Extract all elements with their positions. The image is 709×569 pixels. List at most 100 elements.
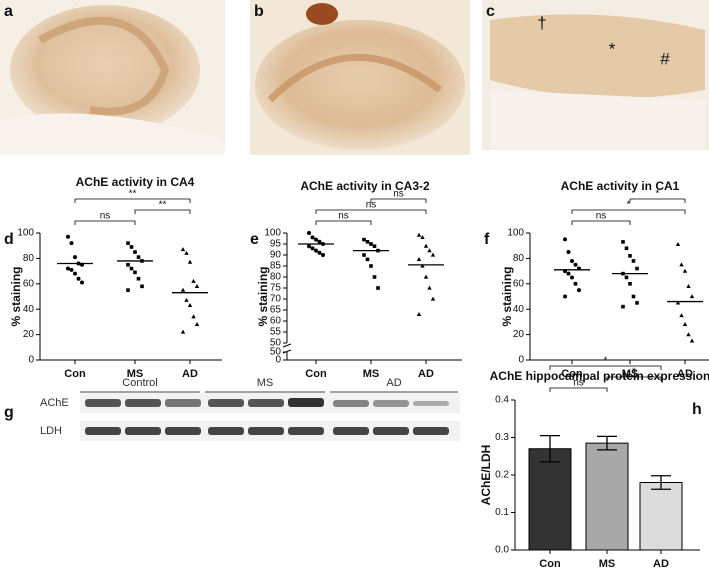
chart-title: AChE activity in CA1: [561, 179, 680, 193]
y-tick-label: 85: [270, 261, 282, 272]
error-bar: [651, 475, 671, 490]
significance-bracket: [549, 365, 662, 370]
data-point: [416, 312, 422, 316]
data-point: [365, 257, 370, 262]
y-tick-label: 55: [270, 327, 282, 338]
data-point: [69, 267, 74, 272]
y-tick-label: 0: [518, 355, 524, 366]
data-point: [563, 294, 567, 299]
y-axis-label: % staining: [9, 266, 23, 326]
data-point: [570, 258, 574, 263]
data-point: [635, 266, 639, 271]
blot-group: MS: [257, 377, 274, 389]
data-point: [624, 246, 629, 251]
significance-bracket: [571, 209, 686, 214]
data-point: [133, 250, 137, 254]
data-point: [129, 266, 134, 271]
x-tick-label: MS: [363, 368, 380, 380]
data-point: [563, 237, 567, 242]
bar: [639, 482, 683, 551]
image-annotation: *: [609, 39, 616, 58]
significance-bracket: [315, 209, 427, 214]
y-tick-label: 40: [513, 304, 525, 315]
data-point: [430, 252, 436, 257]
data-point: [628, 282, 632, 286]
significance-bracket: [571, 220, 631, 225]
x-tick-label: AD: [182, 368, 198, 380]
y-tick-label: 20: [23, 329, 35, 340]
y-tick-label: 80: [513, 253, 525, 264]
data-point: [314, 237, 318, 242]
significance-label: *: [604, 356, 608, 367]
data-point: [628, 254, 632, 258]
data-point: [577, 288, 581, 293]
y-tick-label: 0: [28, 355, 34, 366]
data-point: [365, 240, 370, 244]
panel-label: c: [486, 3, 495, 20]
data-point: [76, 276, 81, 281]
data-point: [675, 300, 681, 305]
data-point: [423, 274, 429, 279]
y-tick-label: 100: [17, 228, 34, 239]
y-tick-label: 80: [270, 272, 282, 283]
y-tick-label: 0.3: [495, 432, 509, 443]
data-point: [180, 287, 186, 292]
data-point: [136, 255, 141, 259]
data-point: [317, 239, 322, 244]
data-point: [635, 301, 639, 305]
data-point: [321, 253, 325, 257]
y-tick-label: 60: [513, 278, 525, 289]
significance-label: ns: [596, 211, 607, 222]
bar: [528, 448, 572, 551]
significance-bracket: [606, 376, 662, 381]
data-point: [66, 266, 70, 271]
chart-title: AChE activity in CA3-2: [300, 179, 430, 193]
data-point: [184, 250, 189, 255]
x-tick-label: AD: [418, 368, 434, 380]
axis-break: [282, 343, 292, 348]
data-point: [416, 257, 422, 261]
error-bar: [597, 435, 617, 451]
x-tick-label: AD: [653, 558, 669, 569]
data-point: [689, 338, 695, 343]
significance-label: **: [159, 200, 167, 211]
data-point: [566, 250, 571, 255]
significance-bracket: [74, 220, 136, 225]
data-point: [427, 248, 432, 253]
error-bar: [540, 434, 560, 463]
data-point: [191, 314, 196, 319]
y-tick-label: 65: [270, 305, 282, 316]
data-point: [191, 278, 196, 283]
y-tick-label: 50: [270, 338, 282, 349]
significance-label: ns: [366, 200, 377, 211]
x-tick-label: Con: [561, 368, 583, 380]
y-tick-label: 50: [270, 347, 282, 358]
x-tick-label: Con: [305, 368, 327, 380]
chart-title: AChE hippocampal protein expression: [490, 369, 709, 383]
data-point: [140, 284, 144, 289]
data-point: [621, 240, 625, 244]
panel-label: b: [254, 3, 264, 20]
data-point: [631, 294, 636, 299]
data-point: [427, 285, 432, 290]
data-point: [80, 280, 84, 285]
data-point: [372, 244, 377, 248]
blot-row: LDH: [40, 425, 62, 437]
data-point: [184, 297, 189, 302]
data-point: [362, 253, 366, 257]
bar: [585, 442, 629, 551]
data-point: [180, 247, 186, 252]
significance-label: ns: [393, 189, 404, 200]
y-tick-label: 90: [270, 250, 282, 261]
y-tick-label: 0.0: [495, 545, 509, 556]
blot-row: AChE: [40, 397, 69, 409]
data-point: [621, 304, 625, 309]
y-axis-label: % staining: [500, 266, 514, 326]
data-point: [573, 262, 578, 267]
data-point: [194, 322, 200, 327]
data-point: [307, 231, 311, 235]
y-tick-label: 100: [507, 228, 524, 239]
y-tick-label: 80: [23, 253, 35, 264]
data-point: [416, 232, 422, 237]
y-tick-label: 0.2: [495, 470, 509, 481]
